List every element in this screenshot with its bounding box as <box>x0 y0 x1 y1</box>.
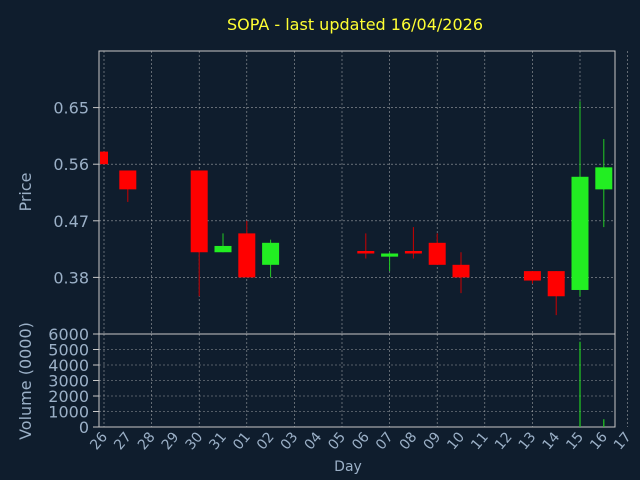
price-y-tick-label: 0.56 <box>53 155 89 174</box>
candle-body <box>452 264 470 278</box>
candle-body <box>357 250 375 254</box>
volume-y-tick-label: 4000 <box>48 356 89 375</box>
price-y-tick-label: 0.65 <box>53 99 89 118</box>
candle <box>595 139 613 228</box>
volume-axis-label: Volume (0000) <box>16 322 35 440</box>
price-axis-label: Price <box>16 172 35 211</box>
volume-grid <box>99 334 628 427</box>
candle-body <box>190 170 208 253</box>
candle <box>100 151 108 165</box>
candle-body <box>214 245 232 253</box>
candles <box>100 101 613 316</box>
candle-body <box>547 271 565 297</box>
candle-body <box>119 170 137 190</box>
candle-body <box>404 250 422 254</box>
candle-body <box>571 176 589 290</box>
x-tick-labels: 26 27 28 29 30 31 01 02 03 04 05 06 07 08 09 10 11 12 13 14… <box>87 429 634 453</box>
candle <box>119 170 137 202</box>
candle-body <box>428 242 446 265</box>
candle <box>404 227 422 259</box>
candle <box>190 170 208 297</box>
price-y-tick-label: 0.38 <box>53 268 89 287</box>
candle <box>381 252 399 272</box>
price-y-ticks: 0.38 0.47 0.56 0.65 <box>53 99 99 287</box>
candle-body <box>595 167 613 190</box>
candle <box>547 271 565 316</box>
candle <box>571 101 589 297</box>
candle <box>452 252 470 294</box>
price-y-tick-label: 0.47 <box>53 212 89 231</box>
volume-y-tick-label: 0 <box>79 418 89 437</box>
candle <box>238 220 256 278</box>
candle <box>523 271 541 284</box>
candle-body <box>100 151 108 165</box>
volume-y-tick-label: 1000 <box>48 403 89 422</box>
volume-y-tick-label: 2000 <box>48 387 89 406</box>
candle <box>262 239 280 278</box>
volume-bars <box>579 341 605 427</box>
candle-body <box>523 271 541 281</box>
x-axis-label: Day <box>334 459 362 475</box>
volume-y-tick-label: 3000 <box>48 372 89 391</box>
chart-title: SOPA - last updated 16/04/2026 <box>227 15 483 34</box>
candle <box>357 233 375 259</box>
volume-y-tick-label: 6000 <box>48 325 89 344</box>
candle-body <box>262 242 280 265</box>
candle-body <box>381 253 399 257</box>
volume-y-tick-label: 5000 <box>48 341 89 360</box>
candle <box>428 233 446 265</box>
candle-body <box>238 233 256 278</box>
candle <box>214 233 232 253</box>
